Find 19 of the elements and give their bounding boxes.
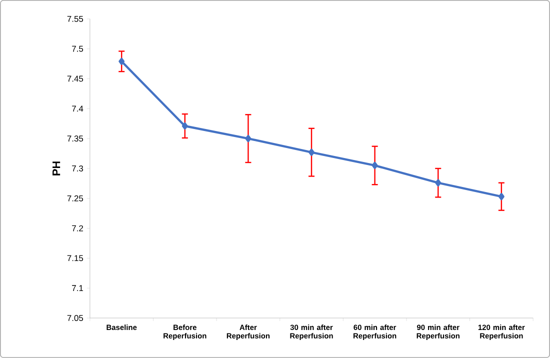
point <box>308 148 314 156</box>
y-tick-label: 7.25 <box>67 195 84 202</box>
point <box>435 179 442 186</box>
y-tick-label: 7.3 <box>72 165 84 172</box>
point <box>498 193 504 200</box>
y-tick-label: 7.35 <box>67 136 84 142</box>
point <box>372 162 378 170</box>
y-axis-title: PH <box>52 162 60 176</box>
y-tick-label: 7.5 <box>72 46 84 52</box>
point <box>182 122 188 130</box>
point <box>118 58 125 66</box>
y-tick-label: 7.1 <box>72 285 83 292</box>
y-tick-label: 7.45 <box>67 76 84 82</box>
y-tick-label: 7.55 <box>67 16 84 22</box>
y-tick-label: 7.15 <box>67 255 84 262</box>
point <box>245 134 252 142</box>
y-tick-label: 7.05 <box>67 315 84 322</box>
y-tick-label: 7.4 <box>72 106 84 112</box>
y-tick-label: 7.2 <box>72 225 83 232</box>
